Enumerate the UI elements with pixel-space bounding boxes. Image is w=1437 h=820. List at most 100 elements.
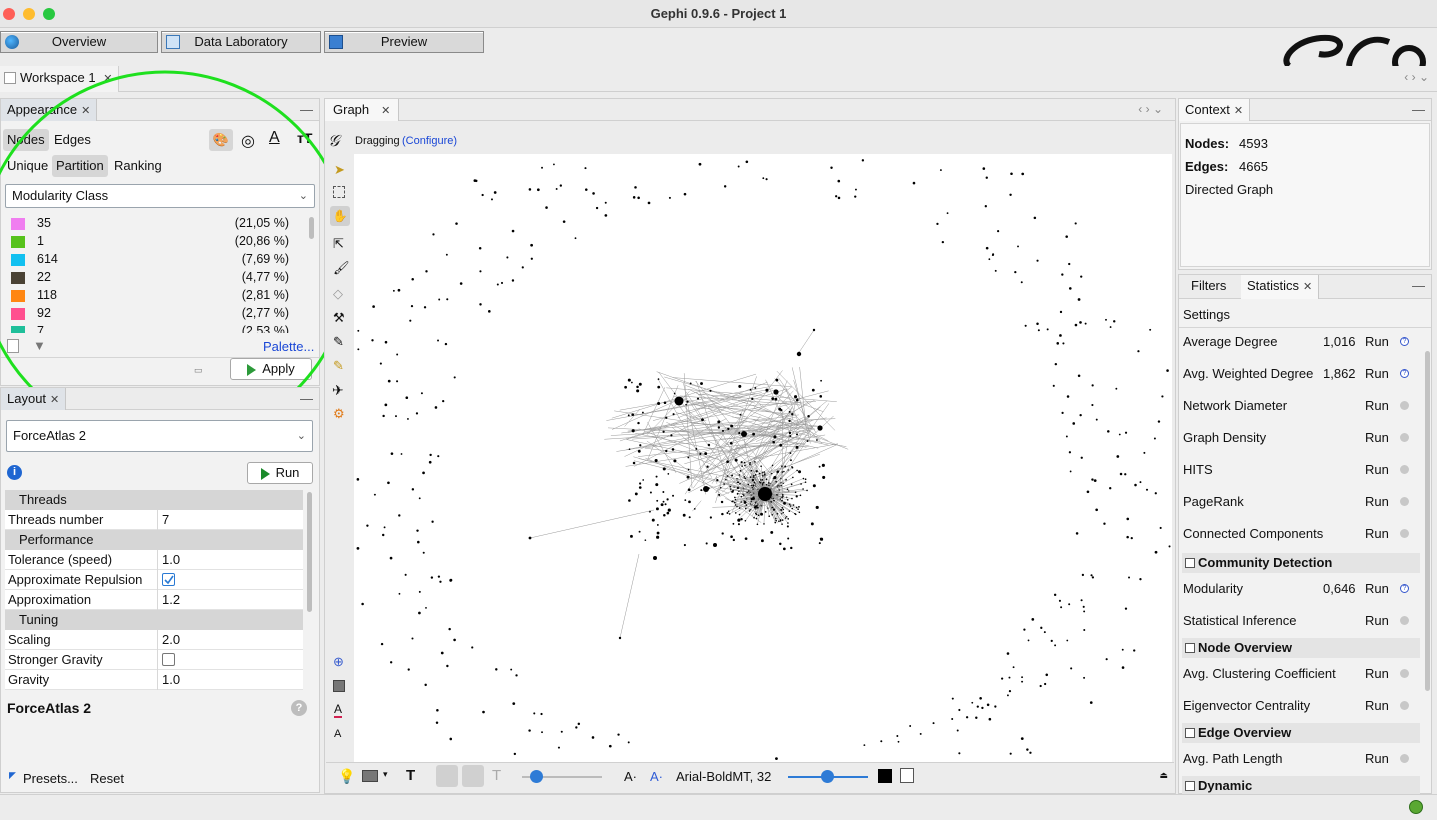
graph-node[interactable]: [442, 399, 445, 403]
graph-node[interactable]: [638, 486, 642, 489]
graph-node[interactable]: [837, 196, 841, 200]
graph-node[interactable]: [704, 452, 708, 456]
graph-node[interactable]: [425, 270, 428, 273]
run-statistic-button[interactable]: Run: [1365, 613, 1389, 628]
graph-node[interactable]: [755, 517, 758, 520]
run-statistic-button[interactable]: Run: [1365, 526, 1389, 541]
graph-node[interactable]: [720, 500, 724, 504]
graph-hub-node[interactable]: [653, 556, 657, 560]
graph-node[interactable]: [1012, 666, 1015, 669]
graph-node[interactable]: [799, 494, 802, 497]
prop-approximation[interactable]: Approximation 1.2: [5, 590, 303, 610]
graph-node[interactable]: [771, 397, 775, 401]
graph-node[interactable]: [775, 378, 779, 382]
graph-node[interactable]: [753, 481, 756, 484]
graph-node[interactable]: [765, 178, 768, 181]
graph-node[interactable]: [736, 486, 740, 490]
graph-node[interactable]: [988, 258, 991, 261]
graph-node[interactable]: [788, 431, 792, 435]
graph-node[interactable]: [637, 449, 641, 453]
partition-tab[interactable]: Partition: [52, 155, 108, 177]
graph-node[interactable]: [446, 298, 449, 301]
size-brush-icon[interactable]: ⚒: [333, 310, 345, 325]
graph-node[interactable]: [390, 452, 394, 455]
graph-node[interactable]: [644, 539, 647, 541]
graph-node[interactable]: [1068, 603, 1071, 606]
graph-node[interactable]: [790, 546, 793, 550]
graph-node[interactable]: [804, 481, 807, 483]
graph-node[interactable]: [932, 722, 935, 725]
info-icon[interactable]: ?: [1400, 337, 1409, 346]
graph-node[interactable]: [1059, 310, 1063, 314]
graph-node[interactable]: [636, 385, 639, 389]
graph-node[interactable]: [663, 401, 667, 405]
graph-node[interactable]: [706, 465, 709, 468]
notification-icon[interactable]: [1409, 800, 1423, 814]
graph-node[interactable]: [1044, 682, 1047, 686]
graph-node[interactable]: [637, 196, 640, 200]
graph-node[interactable]: [897, 740, 900, 743]
graph-node[interactable]: [577, 722, 581, 726]
graph-node[interactable]: [1008, 676, 1011, 679]
graph-node[interactable]: [762, 481, 765, 484]
graph-node[interactable]: [1020, 737, 1024, 741]
graph-node[interactable]: [574, 237, 577, 240]
run-statistic-button[interactable]: Run: [1365, 698, 1389, 713]
graph-node[interactable]: [655, 507, 659, 511]
graph-node[interactable]: [731, 490, 734, 493]
graph-node[interactable]: [837, 179, 841, 183]
minimize-window-button[interactable]: [23, 8, 35, 20]
graph-node[interactable]: [1077, 374, 1081, 378]
graph-node[interactable]: [802, 477, 805, 480]
ranking-tab[interactable]: Ranking: [114, 158, 162, 173]
graph-node[interactable]: [1083, 628, 1086, 632]
graph-node[interactable]: [737, 523, 740, 526]
statistics-category[interactable]: Node Overview: [1182, 638, 1420, 658]
graph-node[interactable]: [1079, 321, 1082, 324]
graph-node[interactable]: [822, 475, 826, 479]
graph-node[interactable]: [971, 701, 974, 704]
graph-node[interactable]: [757, 514, 760, 517]
graph-node[interactable]: [779, 443, 783, 447]
graph-node[interactable]: [1121, 648, 1124, 651]
graph-node[interactable]: [821, 463, 825, 467]
graph-node[interactable]: [1010, 172, 1013, 176]
graph-node[interactable]: [1079, 413, 1082, 417]
graph-node[interactable]: [667, 508, 671, 512]
graph-node[interactable]: [665, 449, 668, 453]
graph-node[interactable]: [656, 499, 659, 502]
close-window-button[interactable]: [3, 8, 15, 20]
graph-node[interactable]: [794, 395, 798, 399]
graph-node[interactable]: [411, 488, 415, 491]
graph-canvas[interactable]: [354, 154, 1172, 762]
partition-color-swatch[interactable]: [11, 236, 25, 248]
graph-node[interactable]: [744, 537, 748, 541]
diamond-icon[interactable]: ◇: [333, 286, 343, 301]
graph-node[interactable]: [1084, 322, 1087, 325]
graph-node[interactable]: [751, 496, 755, 501]
graph-node[interactable]: [788, 510, 791, 512]
attribute-select[interactable]: Modularity Class ⌄: [5, 184, 315, 208]
partition-color-swatch[interactable]: [11, 308, 25, 320]
graph-node[interactable]: [663, 513, 666, 517]
graph-node[interactable]: [1009, 752, 1012, 755]
graph-node[interactable]: [1058, 599, 1061, 602]
graph-node[interactable]: [438, 298, 441, 301]
graph-node[interactable]: [726, 475, 729, 477]
graph-node[interactable]: [667, 473, 670, 475]
graph-node[interactable]: [553, 163, 555, 166]
graph-node[interactable]: [979, 697, 982, 700]
graph-node[interactable]: [776, 493, 778, 496]
graph-nav-icons[interactable]: ‹ › ⌄: [1138, 102, 1163, 116]
graph-node[interactable]: [1059, 334, 1062, 337]
run-statistic-button[interactable]: Run: [1365, 666, 1389, 681]
graph-node[interactable]: [1137, 350, 1140, 353]
graph-node[interactable]: [786, 499, 789, 501]
graph-node[interactable]: [434, 406, 438, 409]
graph-node[interactable]: [743, 476, 746, 478]
graph-node[interactable]: [730, 535, 733, 539]
graph-node[interactable]: [790, 459, 792, 462]
info-icon[interactable]: [1400, 433, 1409, 442]
graph-node[interactable]: [812, 484, 816, 488]
graph-node[interactable]: [764, 474, 766, 476]
